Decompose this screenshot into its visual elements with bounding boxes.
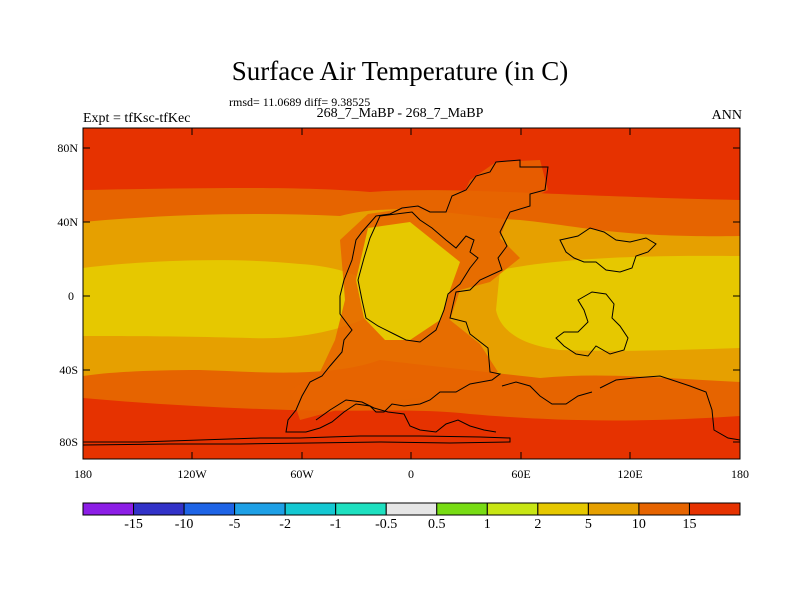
legend-label: -1 xyxy=(329,517,342,532)
ytick-40s: 40S xyxy=(59,363,78,377)
legend-swatch xyxy=(486,502,539,516)
legend-label: 1 xyxy=(483,517,491,532)
legend-label: 10 xyxy=(631,517,646,532)
legend-swatch xyxy=(587,502,640,516)
xtick-60e: 60E xyxy=(511,467,531,481)
legend-swatch xyxy=(638,502,690,516)
legend-label: 5 xyxy=(584,517,592,532)
season-label: ANN xyxy=(711,108,742,123)
tick-marks xyxy=(83,128,740,459)
map-field xyxy=(83,128,740,459)
legend-label: -10 xyxy=(174,517,194,532)
legend-swatch xyxy=(133,502,185,516)
legend-label: -5 xyxy=(228,517,241,532)
xtick-180w: 180 xyxy=(74,467,92,481)
ytick-80s: 80S xyxy=(59,435,78,449)
band-2-east xyxy=(496,255,740,351)
legend-swatch xyxy=(688,502,741,516)
xtick-120w: 120W xyxy=(177,467,207,481)
legend-swatch xyxy=(335,502,387,516)
legend-swatch xyxy=(436,502,488,516)
figure-title: Surface Air Temperature (in C) xyxy=(231,56,569,86)
xtick-120e: 120E xyxy=(617,467,643,481)
legend-label: -15 xyxy=(124,517,143,532)
legend-swatch xyxy=(82,502,135,516)
xtick-0: 0 xyxy=(408,467,414,481)
ytick-0: 0 xyxy=(68,289,74,303)
legend-swatch xyxy=(183,502,236,516)
subtitle: 268_7_MaBP - 268_7_MaBP xyxy=(316,106,484,121)
legend-label: 0.5 xyxy=(428,517,446,532)
legend-label: 2 xyxy=(534,517,542,532)
band-2 xyxy=(83,260,366,339)
legend-colorbar xyxy=(82,502,741,516)
continent-tropic xyxy=(356,222,460,340)
ytick-80n: 80N xyxy=(57,141,78,155)
legend-label: -2 xyxy=(279,517,291,532)
xtick-60w: 60W xyxy=(290,467,314,481)
legend-swatch xyxy=(234,502,286,516)
legend-swatch xyxy=(537,502,589,516)
legend-swatch xyxy=(385,502,438,516)
experiment-label: Expt = tfKsc-tfKec xyxy=(83,111,191,126)
stats-text: rmsd= 11.0689 diff= 9.38525 xyxy=(229,95,371,109)
legend-label: -0.5 xyxy=(375,517,398,532)
coastlines xyxy=(82,159,741,446)
legend-label: 15 xyxy=(682,517,697,532)
ytick-40n: 40N xyxy=(57,215,78,229)
xtick-180e: 180 xyxy=(731,467,749,481)
legend-swatch xyxy=(284,502,337,516)
